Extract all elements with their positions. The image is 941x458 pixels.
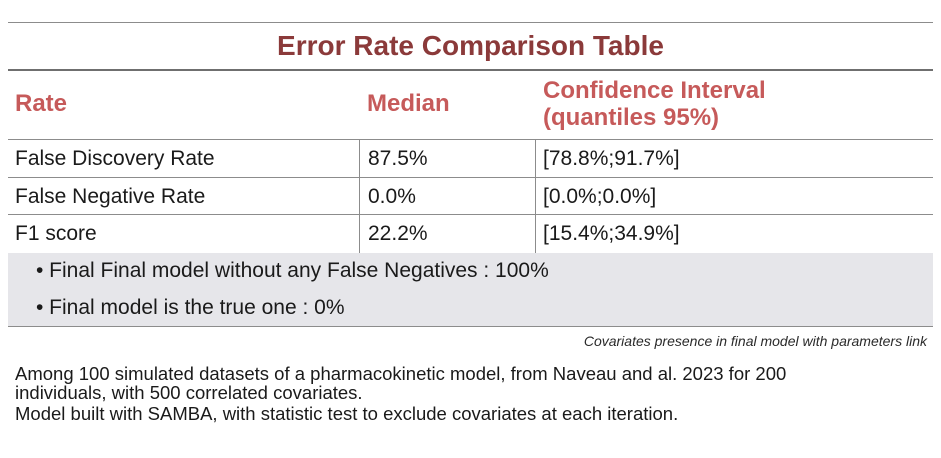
row-ci-value: [78.8%;91.7%]	[543, 147, 680, 170]
header-rate: Rate	[15, 90, 68, 117]
table-caption: Covariates presence in final model with …	[583, 333, 927, 349]
row-ci-value: [0.0%;0.0%]	[543, 185, 657, 208]
header-ci-line1: Confidence Interval	[543, 77, 766, 104]
row-median-value: 22.2%	[368, 222, 428, 245]
header-ci-line2: (quantiles 95%)	[543, 104, 720, 131]
row2-bottom-rule	[8, 214, 933, 215]
header-bottom-rule	[8, 139, 933, 140]
row-rate-label: False Negative Rate	[15, 185, 206, 208]
table-bottom-rule	[8, 326, 933, 327]
row-rate-label: F1 score	[15, 222, 97, 245]
row1-bottom-rule	[8, 177, 933, 178]
footer-description: Among 100 simulated datasets of a pharma…	[15, 364, 925, 423]
footer-line: Among 100 simulated datasets of a pharma…	[15, 363, 787, 384]
header-median: Median	[367, 90, 450, 117]
row-median-value: 0.0%	[368, 185, 416, 208]
footer-line: individuals, with 500 correlated covaria…	[15, 382, 363, 403]
row-ci-value: [15.4%;34.9%]	[543, 222, 680, 245]
top-rule	[8, 22, 933, 23]
row-rate-label: False Discovery Rate	[15, 147, 215, 170]
footer-line: Model built with SAMBA, with statistic t…	[15, 403, 679, 424]
table-title: Error Rate Comparison Table	[277, 30, 664, 61]
note-item: • Final Final model without any False Ne…	[36, 259, 549, 282]
header-confidence-interval: Confidence Interval (quantiles 95%)	[543, 77, 766, 131]
note-item: • Final model is the true one : 0%	[36, 296, 345, 319]
title-underline-rule	[8, 69, 933, 71]
column-divider-2	[535, 140, 536, 253]
row-median-value: 87.5%	[368, 147, 428, 170]
notes-block	[8, 253, 933, 326]
column-divider-1	[359, 140, 360, 253]
